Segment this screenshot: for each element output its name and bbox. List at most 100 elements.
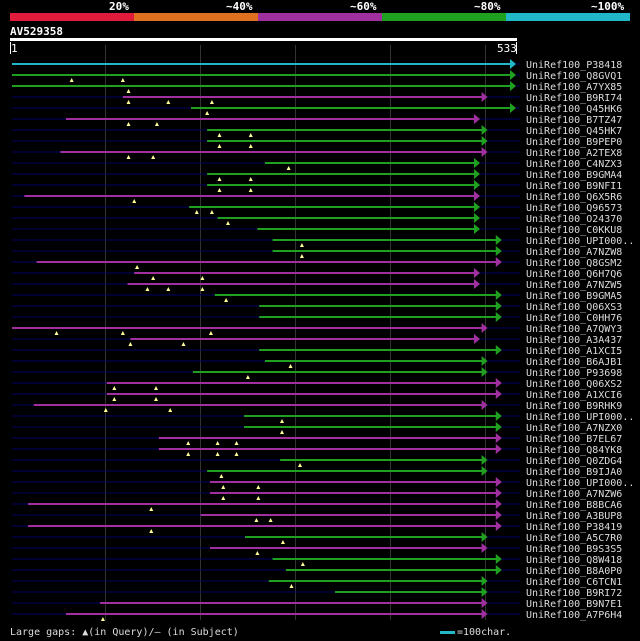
hit-label[interactable]: UniRef100_A7NZW5 (526, 280, 622, 291)
hit-label[interactable]: UniRef100_A2TEX8 (526, 148, 622, 159)
hit-row[interactable]: UniRef100_B9RI74 (12, 92, 622, 104)
hit-row[interactable]: UniRef100_B9GMA5 (12, 290, 622, 302)
hit-label[interactable]: UniRef100_A7NZX0 (526, 423, 622, 434)
hit-row[interactable]: UniRef100_A7NZW6 (12, 488, 622, 500)
hit-label[interactable]: UniRef100_Q84YK8 (526, 445, 622, 456)
hit-label[interactable]: UniRef100_Q6H7Q6 (526, 269, 622, 280)
hit-row[interactable]: UniRef100_C4NZX3 (12, 158, 622, 170)
hit-label[interactable]: UniRef100_B8BCA6 (526, 500, 622, 511)
hit-label[interactable]: UniRef100_C4NZX3 (526, 159, 622, 170)
hit-row[interactable]: UniRef100_C0KKU8 (12, 224, 622, 236)
hit-row[interactable]: UniRef100_UPI000.. (12, 411, 634, 423)
hit-row[interactable]: UniRef100_Q8W418 (12, 554, 622, 566)
hit-label[interactable]: UniRef100_B9NFI1 (526, 181, 622, 192)
hit-row[interactable]: UniRef100_B7TZ47 (12, 114, 622, 126)
hit-label[interactable]: UniRef100_A7YX85 (526, 82, 622, 93)
hit-row[interactable]: UniRef100_B9GMA4 (12, 169, 622, 181)
hit-label[interactable]: UniRef100_B7TZ47 (526, 115, 622, 126)
hit-label[interactable]: UniRef100_Q96573 (526, 203, 622, 214)
hit-row[interactable]: UniRef100_Q96573 (12, 202, 622, 214)
hit-label[interactable]: UniRef100_B7EL67 (526, 434, 622, 445)
hit-row[interactable]: UniRef100_Q06XS2 (12, 378, 622, 390)
hit-row[interactable]: UniRef100_Q6X5R6 (12, 191, 622, 203)
hit-label[interactable]: UniRef100_B9GMA5 (526, 291, 622, 302)
hit-row[interactable]: UniRef100_B9S3S5 (12, 543, 622, 555)
hit-row[interactable]: UniRef100_A5C7R0 (12, 532, 622, 544)
hit-label[interactable]: UniRef100_A7NZW6 (526, 489, 622, 500)
hit-row[interactable]: UniRef100_B9N7E1 (12, 598, 622, 610)
hit-row[interactable]: UniRef100_P93698 (12, 367, 622, 379)
hit-row[interactable]: UniRef100_Q45HK7 (12, 125, 622, 137)
hit-row[interactable]: UniRef100_UPI000.. (12, 235, 634, 247)
hit-label[interactable]: UniRef100_Q8GVQ1 (526, 71, 622, 82)
hit-label[interactable]: UniRef100_Q45HK6 (526, 104, 622, 115)
hit-label[interactable]: UniRef100_Q06XS2 (526, 379, 622, 390)
hit-label[interactable]: UniRef100_O24370 (526, 214, 622, 225)
hit-label[interactable]: UniRef100_P38419 (526, 522, 622, 533)
hit-row[interactable]: UniRef100_Q45HK6 (12, 103, 622, 115)
hit-row[interactable]: UniRef100_A1XCI6 (12, 389, 622, 401)
hit-label[interactable]: UniRef100_B9PEP0 (526, 137, 622, 148)
hit-row[interactable]: UniRef100_A7NZW5 (12, 279, 622, 291)
hit-row[interactable]: UniRef100_A7P6H4 (12, 609, 622, 621)
hit-row[interactable]: UniRef100_B9IJA0 (12, 466, 622, 478)
hit-row[interactable]: UniRef100_B9NFI1 (12, 180, 622, 192)
hit-label[interactable]: UniRef100_C0KKU8 (526, 225, 622, 236)
hit-label[interactable]: UniRef100_B9RI74 (526, 93, 622, 104)
hit-label[interactable]: UniRef100_C0HH76 (526, 313, 622, 324)
hit-label[interactable]: UniRef100_A1XCI5 (526, 346, 622, 357)
hit-row[interactable]: UniRef100_C0HH76 (12, 312, 622, 324)
hit-label[interactable]: UniRef100_B9IJA0 (526, 467, 622, 478)
hit-label[interactable]: UniRef100_B8A0P0 (526, 566, 622, 577)
hit-row[interactable]: UniRef100_B7EL67 (12, 433, 622, 445)
hit-label[interactable]: UniRef100_A7NZW8 (526, 247, 622, 258)
hit-label[interactable]: UniRef100_A7QWY3 (526, 324, 622, 335)
hit-row[interactable]: UniRef100_B9RI72 (12, 587, 622, 599)
hit-label[interactable]: UniRef100_C6TCN1 (526, 577, 622, 588)
hit-row[interactable]: UniRef100_A1XCI5 (12, 345, 622, 357)
hit-row[interactable]: UniRef100_UPI000.. (12, 477, 634, 489)
hit-label[interactable]: UniRef100_Q6X5R6 (526, 192, 622, 203)
hit-label[interactable]: UniRef100_A3BUP8 (526, 511, 622, 522)
hit-label[interactable]: UniRef100_Q8W418 (526, 555, 622, 566)
hit-row[interactable]: UniRef100_A2TEX8 (12, 147, 622, 159)
hit-row[interactable]: UniRef100_A7YX85 (12, 81, 622, 93)
hit-label[interactable]: UniRef100_UPI000.. (526, 236, 634, 247)
hit-row[interactable]: UniRef100_Q6H7Q6 (12, 268, 622, 280)
hit-label[interactable]: UniRef100_B9RHK9 (526, 401, 622, 412)
hit-row[interactable]: UniRef100_P38418 (12, 59, 622, 71)
hit-row[interactable]: UniRef100_Q06XS3 (12, 301, 622, 313)
hit-row[interactable]: UniRef100_A3BUP8 (12, 510, 622, 522)
hit-row[interactable]: UniRef100_O24370 (12, 213, 622, 225)
hit-row[interactable]: UniRef100_A7QWY3 (12, 323, 622, 335)
hit-row[interactable]: UniRef100_B6AJB1 (12, 356, 622, 368)
hit-label[interactable]: UniRef100_A3A437 (526, 335, 622, 346)
hit-row[interactable]: UniRef100_Q8GVQ1 (12, 70, 622, 82)
hit-label[interactable]: UniRef100_Q45HK7 (526, 126, 622, 137)
hit-label[interactable]: UniRef100_P38418 (526, 60, 622, 71)
hit-label[interactable]: UniRef100_B9GMA4 (526, 170, 622, 181)
hit-label[interactable]: UniRef100_A7P6H4 (526, 610, 622, 621)
hit-label[interactable]: UniRef100_UPI000.. (526, 412, 634, 423)
hit-row[interactable]: UniRef100_P38419 (12, 521, 622, 533)
hit-label[interactable]: UniRef100_A1XCI6 (526, 390, 622, 401)
hit-row[interactable]: UniRef100_Q0ZDG4 (12, 455, 622, 467)
hit-row[interactable]: UniRef100_B8A0P0 (12, 565, 622, 577)
hit-row[interactable]: UniRef100_A7NZW8 (12, 246, 622, 258)
hit-label[interactable]: UniRef100_P93698 (526, 368, 622, 379)
hit-label[interactable]: UniRef100_Q8GSM2 (526, 258, 622, 269)
hit-row[interactable]: UniRef100_B8BCA6 (12, 499, 622, 511)
hit-row[interactable]: UniRef100_A7NZX0 (12, 422, 622, 434)
hit-row[interactable]: UniRef100_Q8GSM2 (12, 257, 622, 269)
hit-row[interactable]: UniRef100_C6TCN1 (12, 576, 622, 588)
hit-row[interactable]: UniRef100_A3A437 (12, 334, 622, 346)
hit-label[interactable]: UniRef100_Q0ZDG4 (526, 456, 622, 467)
hit-label[interactable]: UniRef100_Q06XS3 (526, 302, 622, 313)
hit-label[interactable]: UniRef100_UPI000.. (526, 478, 634, 489)
hit-label[interactable]: UniRef100_B9N7E1 (526, 599, 622, 610)
hit-label[interactable]: UniRef100_B6AJB1 (526, 357, 622, 368)
hit-label[interactable]: UniRef100_B9S3S5 (526, 544, 622, 555)
hit-label[interactable]: UniRef100_A5C7R0 (526, 533, 622, 544)
hit-row[interactable]: UniRef100_B9RHK9 (12, 400, 622, 412)
hit-row[interactable]: UniRef100_Q84YK8 (12, 444, 622, 456)
